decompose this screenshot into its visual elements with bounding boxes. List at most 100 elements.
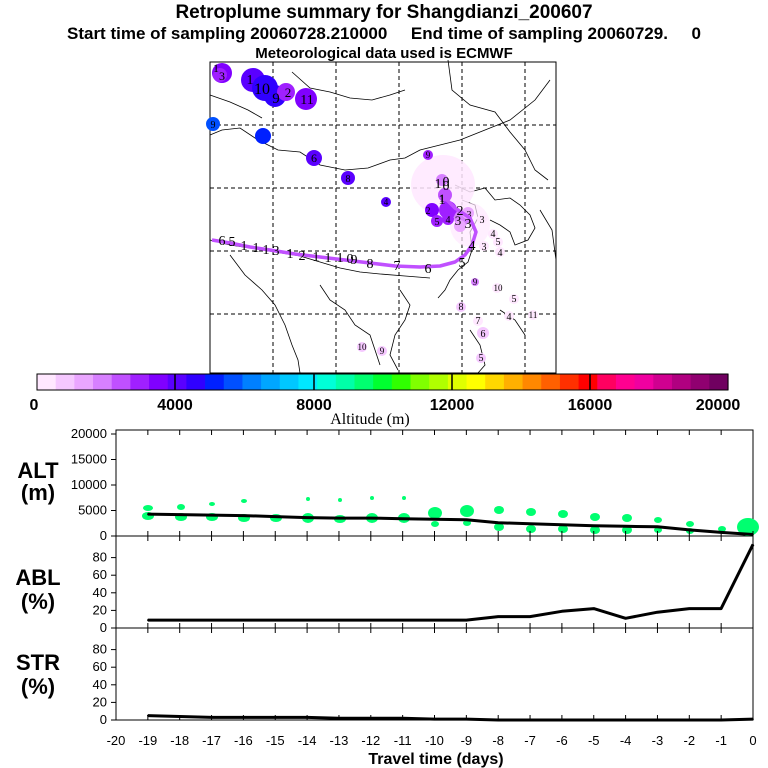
- colorbar-swatch: [597, 374, 617, 390]
- track-label: 1: [287, 247, 294, 262]
- alt-data-point: [529, 523, 531, 525]
- abl-y-tick-label: 80: [93, 550, 107, 565]
- x-tick-label: -5: [588, 733, 600, 748]
- alt-dot: [558, 510, 568, 518]
- abl-y-tick-label: 20: [93, 602, 107, 617]
- alt-data-point: [401, 517, 404, 520]
- alt-data-point: [656, 526, 659, 528]
- cluster-marker: [431, 215, 443, 227]
- colorbar-swatch: [578, 374, 598, 390]
- alt-dot: [558, 525, 568, 533]
- colorbar-swatch: [167, 374, 188, 390]
- track-label: 8: [367, 257, 374, 272]
- abl-panel-unit: (%): [21, 589, 55, 614]
- colorbar-frame: [36, 373, 729, 391]
- alt-dot: [654, 517, 662, 523]
- cluster-label: 1: [439, 191, 445, 205]
- colorbar-swatch: [335, 374, 356, 390]
- colorbar-swatch: [261, 374, 281, 390]
- map-panel: 1 3 1 10 9 2 11 9 6 8 9 4 1 0 1 2 3 4 5 …: [206, 59, 557, 374]
- colorbar-swatch: [55, 374, 75, 390]
- alt-dot: [526, 525, 536, 533]
- abl-data-point: [656, 611, 659, 613]
- colorbar-major-lines: [174, 374, 591, 390]
- colorbar-tick-label: 16000: [568, 397, 613, 414]
- track-label: 1: [241, 239, 248, 254]
- track-label: 0: [443, 175, 450, 190]
- alt-dot: [177, 504, 185, 510]
- track-label: 1: [337, 251, 344, 266]
- cluster-marker: [509, 294, 519, 304]
- cluster-marker: [454, 220, 466, 232]
- cluster-label: 5: [479, 353, 484, 364]
- cluster-marker: [213, 68, 227, 82]
- cluster-label: 2: [426, 206, 431, 217]
- colorbar-swatch: [653, 374, 673, 390]
- cluster-marker: [357, 342, 367, 352]
- alt-data-point: [465, 518, 468, 521]
- colorbar-swatch: [690, 374, 710, 390]
- cluster-label: 5: [512, 294, 517, 305]
- colorbar-swatches: [37, 374, 729, 390]
- cluster-label: 1: [247, 73, 254, 88]
- alt-dot: [590, 526, 600, 534]
- alt-y-tick-label: 20000: [71, 426, 107, 441]
- colorbar-swatch: [186, 374, 206, 390]
- abl-panel-label: ABL: [15, 565, 60, 590]
- abl-data-point: [147, 619, 149, 621]
- alt-data-point: [338, 517, 340, 519]
- str-y-tick-label: 60: [93, 659, 107, 674]
- alt-data-point: [178, 513, 181, 516]
- cluster-marker: [381, 197, 391, 207]
- alt-y-tick-label: 10000: [71, 477, 107, 492]
- track-label: 5: [229, 235, 236, 250]
- x-tick-label: -9: [461, 733, 473, 748]
- cluster-label: 3: [482, 242, 487, 253]
- cluster-marker: [436, 174, 448, 186]
- colorbar-tick-label: 8000: [296, 397, 332, 414]
- cluster-marker: [488, 229, 498, 239]
- alt-series-line: [147, 512, 754, 536]
- alt-dot: [622, 526, 632, 534]
- series-layer: [147, 512, 755, 722]
- cluster-label: 4: [491, 229, 496, 240]
- map-frame: [209, 61, 557, 374]
- x-tick-label: -1: [715, 733, 727, 748]
- cluster-label: 9: [211, 120, 216, 131]
- cluster-label: 0: [443, 179, 450, 194]
- abl-data-point: [497, 615, 500, 618]
- cluster-label: 5: [496, 237, 501, 248]
- track-label: 1: [263, 243, 270, 258]
- abl-data-point: [752, 543, 754, 546]
- alt-dot: [306, 497, 310, 501]
- cluster-label: 11: [300, 93, 313, 108]
- alt-dot: [338, 498, 342, 502]
- abl-data-point: [433, 619, 436, 621]
- cluster-label: 3: [455, 213, 462, 228]
- x-tick-label: -12: [361, 733, 380, 748]
- abl-data-point: [210, 619, 213, 621]
- alt-data-point: [497, 521, 500, 524]
- alt-y-tick-label: 0: [100, 528, 107, 543]
- alt-dot: [241, 499, 247, 503]
- colorbar-swatch: [205, 374, 225, 390]
- colorbar-swatch: [634, 374, 654, 390]
- abl-data-point: [688, 607, 691, 610]
- cluster-marker: [306, 150, 322, 166]
- track-label: 0: [347, 252, 354, 267]
- cluster-marker: [425, 203, 439, 217]
- colorbar-tick-label: 20000: [696, 397, 741, 414]
- colorbar-swatch: [279, 374, 300, 390]
- alt-dot: [526, 508, 536, 516]
- abl-data-point: [624, 617, 627, 620]
- track-label: 3: [273, 244, 280, 259]
- cluster-marker: [476, 353, 486, 363]
- colorbar-swatch: [522, 374, 542, 390]
- colorbar-swatch: [559, 374, 580, 390]
- time-series-panels: ALT (m) ABL (%) STR (%): [15, 426, 759, 768]
- str-panel-frame: [115, 627, 754, 721]
- colorbar-swatch: [93, 374, 113, 390]
- str-y-tick-label: 40: [93, 677, 107, 692]
- colorbar-swatch: [485, 374, 505, 390]
